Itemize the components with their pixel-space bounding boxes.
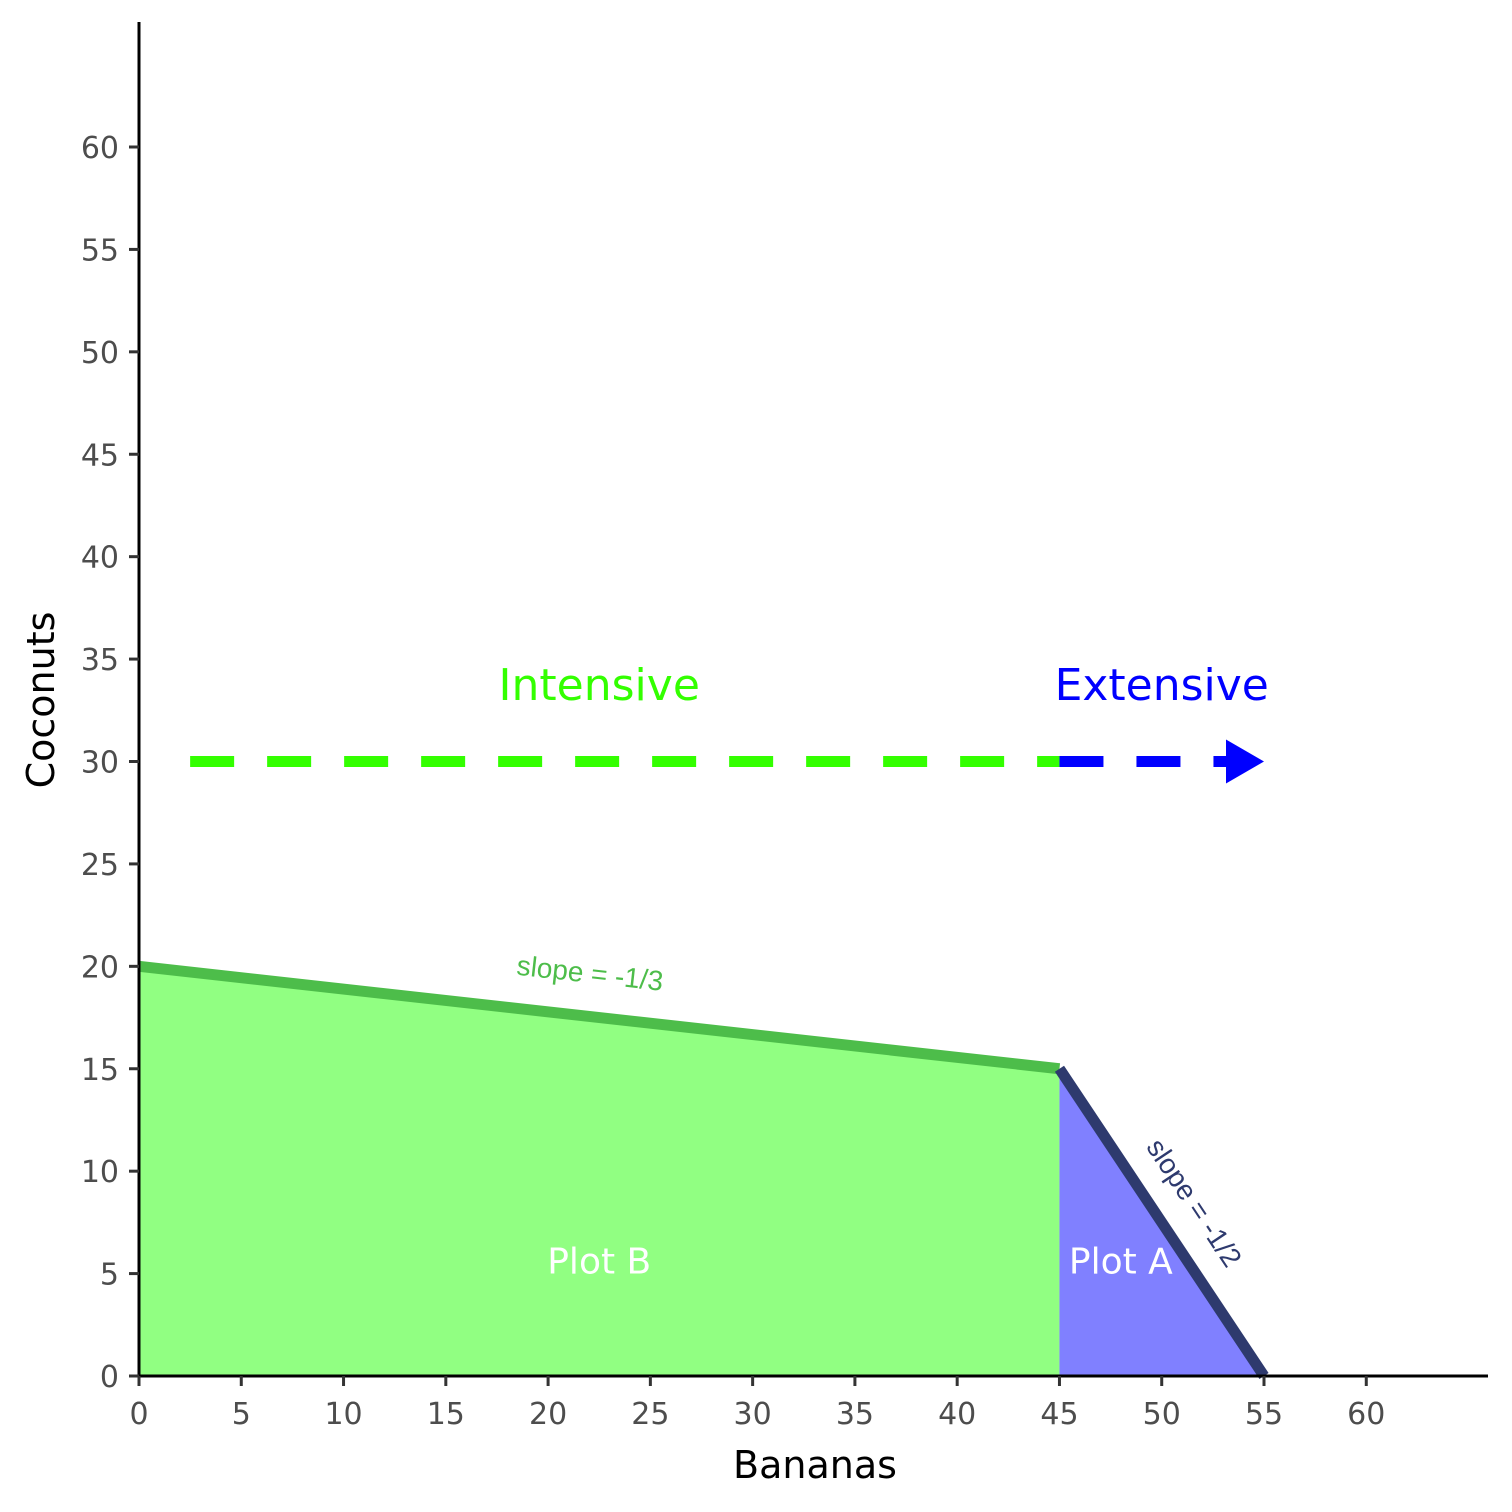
x-tick-label: 20 bbox=[529, 1397, 567, 1432]
x-tick-label: 60 bbox=[1347, 1397, 1385, 1432]
y-tick-label: 10 bbox=[81, 1155, 119, 1190]
y-tick-label: 45 bbox=[81, 438, 119, 473]
y-tick-label: 15 bbox=[81, 1053, 119, 1088]
x-tick-label: 10 bbox=[324, 1397, 362, 1432]
y-tick-label: 5 bbox=[100, 1258, 119, 1293]
y-tick-label: 20 bbox=[81, 950, 119, 985]
series-lines bbox=[138, 960, 1269, 1380]
x-tick-label: 40 bbox=[938, 1397, 976, 1432]
frontier-line-plot-b bbox=[138, 960, 1061, 1075]
plot-label-plot-a: Plot A bbox=[1069, 1242, 1173, 1283]
extensive-label: Extensive bbox=[1055, 660, 1269, 711]
arrows bbox=[190, 739, 1264, 784]
x-tick-label: 35 bbox=[836, 1397, 874, 1432]
x-tick-label: 0 bbox=[129, 1397, 148, 1432]
x-tick-label: 50 bbox=[1143, 1397, 1181, 1432]
y-tick-label: 50 bbox=[81, 336, 119, 371]
y-tick-label: 35 bbox=[81, 643, 119, 678]
y-tick-label: 0 bbox=[100, 1360, 119, 1395]
y-tick-label: 25 bbox=[81, 848, 119, 883]
y-tick-label: 40 bbox=[81, 541, 119, 576]
x-tick-label: 55 bbox=[1245, 1397, 1283, 1432]
y-tick-label: 55 bbox=[81, 233, 119, 268]
slope-label-plot-b: slope = -1/3 bbox=[515, 950, 665, 997]
y-tick-label: 30 bbox=[81, 746, 119, 781]
frontier-line-plot-a bbox=[1054, 1065, 1269, 1380]
y-tick-label: 60 bbox=[81, 131, 119, 166]
x-tick-label: 15 bbox=[427, 1397, 465, 1432]
y-axis-title: Coconuts bbox=[19, 612, 63, 789]
plot-label-plot-b: Plot B bbox=[547, 1242, 651, 1283]
axes: 0 5 10 15 20 25 30 35 40 45 50 55 60 0 5 10 15 20 25 30 35 40… bbox=[81, 22, 1488, 1432]
x-tick-label: 30 bbox=[734, 1397, 772, 1432]
x-tick-label: 25 bbox=[631, 1397, 669, 1432]
area-plot-b bbox=[139, 966, 1060, 1376]
extensive-arrowhead bbox=[1226, 739, 1264, 784]
x-axis-title: Bananas bbox=[733, 1443, 897, 1487]
intensive-label: Intensive bbox=[499, 660, 700, 711]
x-tick-label: 5 bbox=[232, 1397, 251, 1432]
x-tick-label: 45 bbox=[1040, 1397, 1078, 1432]
